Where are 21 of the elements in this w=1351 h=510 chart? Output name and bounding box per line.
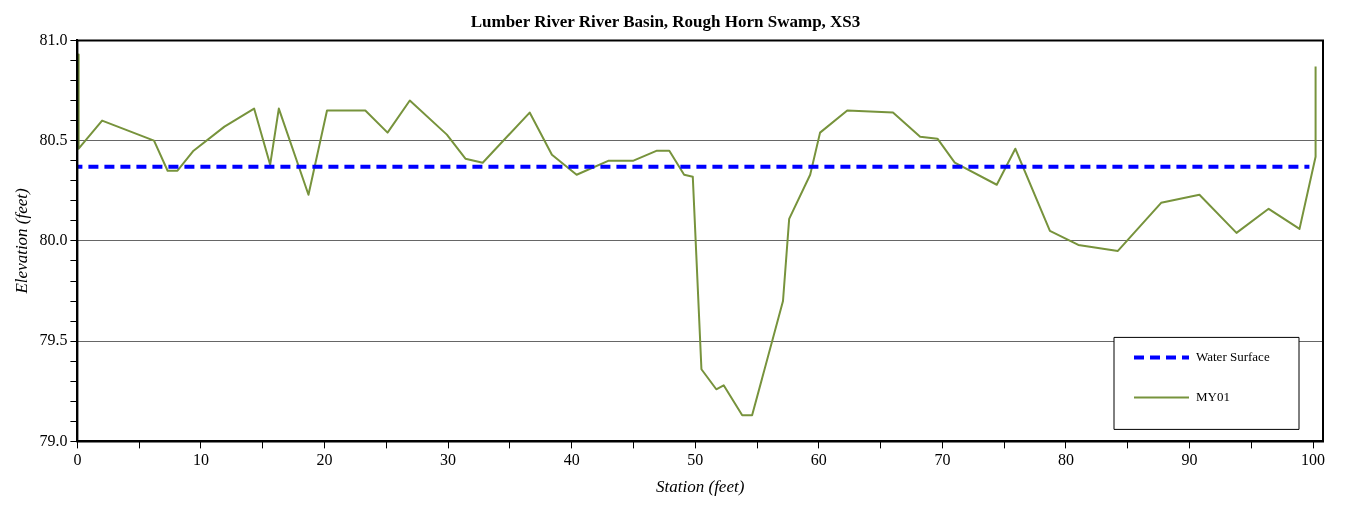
x-tick-label: 30 (440, 451, 457, 469)
x-tick-label: 20 (316, 451, 333, 469)
x-tick-label: 0 (73, 451, 82, 469)
y-axis-title: Elevation (feet) (11, 187, 31, 295)
x-tick-label: 70 (934, 451, 951, 469)
y-tick-label: 79.5 (39, 331, 68, 349)
y-tick-label: 79.0 (39, 431, 68, 449)
y-tick-label: 81.0 (39, 30, 68, 48)
x-tick-label: 40 (563, 451, 580, 469)
x-tick-label: 60 (810, 451, 827, 469)
legend-label: MY01 (1196, 388, 1230, 404)
x-tick-label: 90 (1181, 451, 1198, 469)
legend-label: Water Surface (1196, 348, 1270, 364)
x-axis-title: Station (feet) (656, 477, 745, 497)
y-tick-label: 80.5 (39, 130, 68, 148)
x-tick-label: 10 (192, 451, 209, 469)
x-tick-label: 100 (1301, 451, 1326, 469)
x-tick-label: 80 (1057, 451, 1074, 469)
chart-title: Lumber River River Basin, Rough Horn Swamp, XS3 (470, 11, 861, 31)
y-tick-label: 80.0 (39, 231, 68, 249)
x-tick-label: 50 (687, 451, 704, 469)
